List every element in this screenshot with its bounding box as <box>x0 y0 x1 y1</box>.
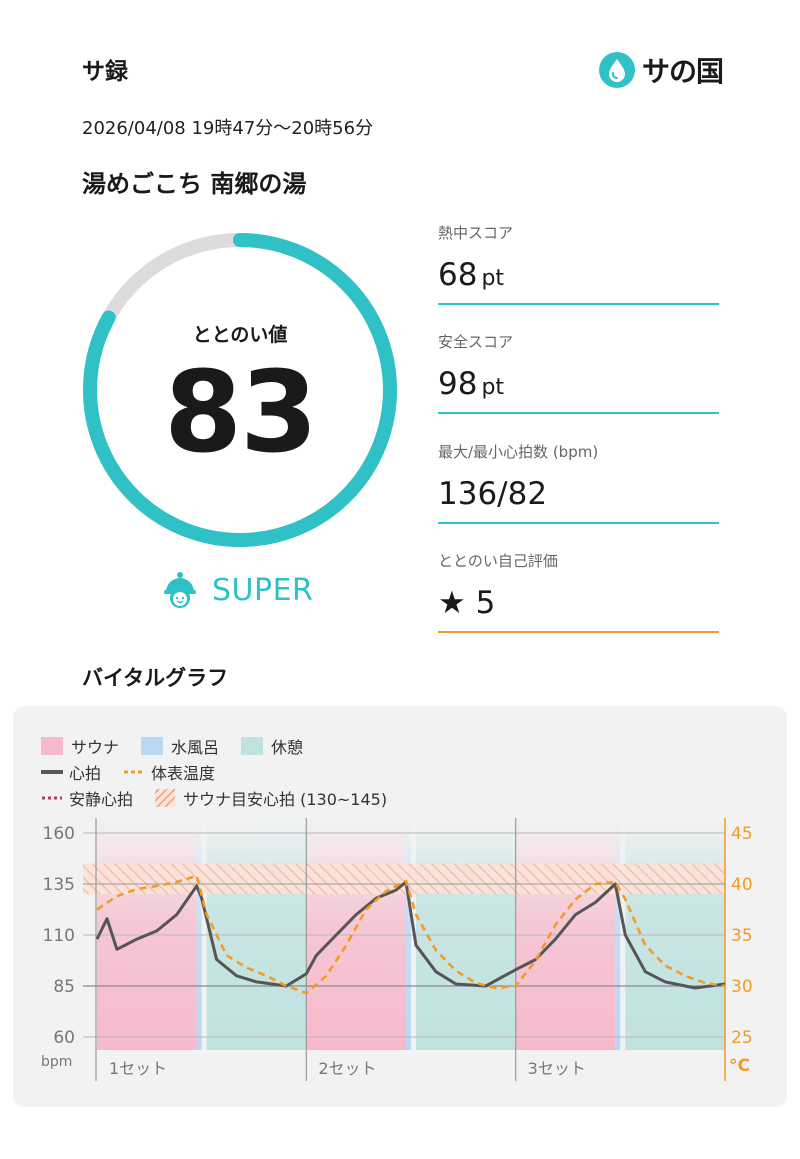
score-gauge-arc <box>83 233 397 547</box>
divider <box>438 412 719 414</box>
safety-score-label: 安全スコア <box>438 333 514 351</box>
safety-score-card: 安全スコア 98 pt <box>438 331 719 414</box>
heat-score-unit: pt <box>481 266 505 291</box>
y-left-unit: bpm <box>41 1054 72 1070</box>
y-left-tick: 160 <box>43 824 75 844</box>
legend-rest: 休憩 <box>241 734 303 758</box>
y-right-tick: 40 <box>731 875 753 895</box>
heart-rate-line <box>95 880 726 990</box>
divider <box>438 631 719 633</box>
helmet-face-icon <box>164 572 196 608</box>
phase-rest <box>625 818 725 1050</box>
x-set-label: 2セット <box>318 1059 376 1078</box>
phase-rest <box>415 818 516 1050</box>
heart-rate-card: 最大/最小心拍数 (bpm) 136/82 <box>438 441 719 524</box>
legend-target-hr: サウナ目安心拍 (130~145) <box>155 786 387 810</box>
body-temp-line <box>96 874 726 995</box>
legend-row-ref: 安静心拍 サウナ目安心拍 (130~145) <box>41 786 409 810</box>
legend-heart-rate: 心拍 <box>41 764 102 783</box>
legend-row-lines: 心拍 体表温度 <box>41 760 237 784</box>
brand-logo: サの国 <box>598 50 724 90</box>
legend-body-temp: 体表温度 <box>124 764 216 783</box>
legend-row-phases: サウナ 水風呂 休憩 <box>41 734 325 758</box>
phase-cold-bath <box>615 818 621 1050</box>
legend-sauna: サウナ <box>41 734 119 758</box>
phase-cold-bath <box>196 818 202 1050</box>
y-right-tick: 45 <box>731 824 753 844</box>
y-right-unit: °C <box>729 1056 750 1076</box>
phase-cold-bath <box>406 818 411 1050</box>
y-left-tick: 85 <box>53 977 75 997</box>
target-hr-band <box>83 863 725 895</box>
score-label: ととのい値 <box>192 324 288 346</box>
divider <box>438 303 719 305</box>
vital-chart-panel: サウナ 水風呂 休憩 心拍 体表温度 安静心拍 サウナ目安心拍 (130~145… <box>13 706 787 1107</box>
self-rating-value: ★ 5 <box>438 585 496 621</box>
phase-sauna <box>306 818 407 1050</box>
rank-label: SUPER <box>212 572 314 608</box>
phase-sauna <box>515 818 616 1050</box>
app-title: サ録 <box>82 59 128 85</box>
heart-rate-label: 最大/最小心拍数 (bpm) <box>438 443 599 461</box>
heart-rate-value: 136/82 <box>438 476 548 512</box>
phase-rest <box>206 818 307 1050</box>
score-gauge <box>83 233 397 547</box>
y-right-tick: 25 <box>731 1028 753 1048</box>
x-set-label: 1セット <box>109 1059 167 1078</box>
heat-score-card: 熱中スコア 68 pt <box>438 222 719 305</box>
heat-score-label: 熱中スコア <box>438 224 514 242</box>
rank-badge: SUPER <box>160 570 313 610</box>
divider <box>438 522 719 524</box>
score-value: 83 <box>164 348 318 478</box>
self-rating-label: ととのい自己評価 <box>438 552 558 570</box>
x-set-label: 3セット <box>528 1059 586 1078</box>
vital-chart: 160 135 110 85 60 45 40 35 30 25 bpm °C 1セット 2セット 3セット <box>41 818 753 1081</box>
safety-score-value: 98 <box>438 366 478 402</box>
y-right-tick: 35 <box>731 926 753 946</box>
self-rating-card: ととのい自己評価 ★ 5 <box>438 550 719 633</box>
legend-resting-hr: 安静心拍 <box>42 790 134 809</box>
y-left-tick: 60 <box>53 1028 75 1048</box>
y-right-tick: 30 <box>731 977 753 997</box>
water-drop-icon <box>599 52 635 88</box>
legend-cold-bath: 水風呂 <box>141 734 219 758</box>
session-datetime: 2026/04/08 19時47分〜20時56分 <box>82 118 374 139</box>
y-left-tick: 135 <box>43 875 75 895</box>
heat-score-value: 68 <box>438 257 478 293</box>
safety-score-unit: pt <box>481 375 505 400</box>
brand-name: サの国 <box>642 55 724 88</box>
vital-graph-title: バイタルグラフ <box>82 666 229 690</box>
y-left-tick: 110 <box>43 926 75 946</box>
facility-name: 湯めごこち 南郷の湯 <box>82 170 307 198</box>
